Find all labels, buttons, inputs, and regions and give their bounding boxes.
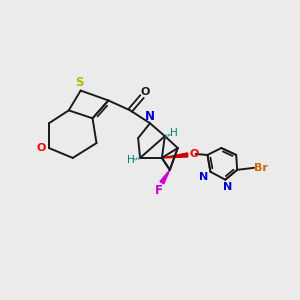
Text: O: O [36,143,46,153]
Text: Br: Br [254,163,268,173]
Text: O: O [190,149,199,159]
Text: H: H [127,155,135,165]
Text: O: O [140,86,150,97]
Text: F: F [155,184,163,197]
Text: N: N [223,182,232,192]
Polygon shape [162,153,188,158]
Text: N: N [199,172,208,182]
Polygon shape [160,170,170,184]
Text: N: N [145,110,155,123]
Text: S: S [75,76,84,89]
Text: H: H [170,128,178,138]
